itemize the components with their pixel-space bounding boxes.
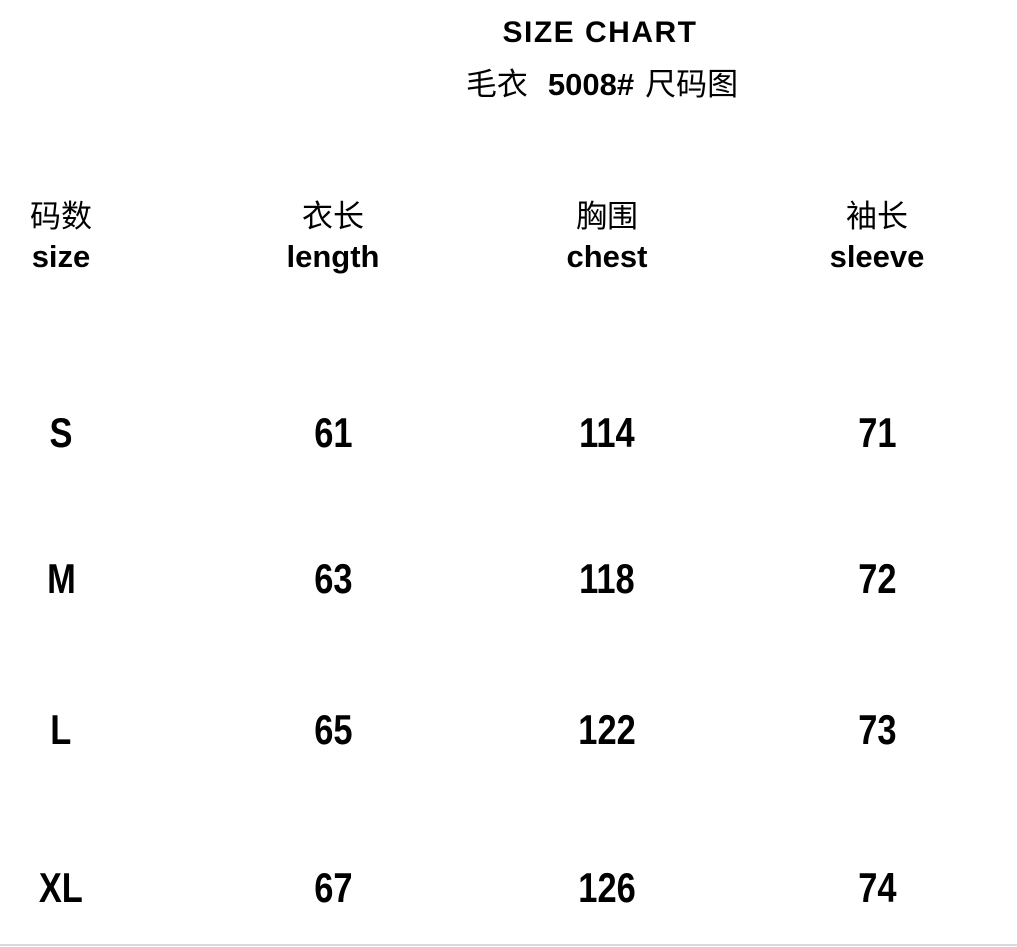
cell-length: 67 — [223, 867, 443, 909]
cell-chest-value: 114 — [579, 409, 635, 456]
page-title: SIZE CHART — [502, 16, 698, 49]
page-subtitle: 毛衣 5008# 尺码图 — [0, 59, 1017, 104]
column-header-size-en: size — [31, 239, 91, 274]
cell-length-value: 65 — [313, 706, 353, 753]
cell-size: S — [0, 412, 171, 454]
column-header-sleeve-cn: 袖长 — [846, 199, 908, 234]
column-header-length-en: length — [286, 239, 380, 274]
cell-sleeve-value: 72 — [857, 555, 897, 602]
column-header-length-cn: 衣长 — [302, 199, 364, 234]
cell-sleeve-value: 71 — [857, 409, 897, 456]
column-header-size-cn: 码数 — [30, 199, 92, 234]
cell-chest: 114 — [497, 412, 717, 454]
cell-length-value: 63 — [313, 555, 353, 602]
cell-chest: 122 — [497, 709, 717, 751]
cell-sleeve: 71 — [767, 412, 987, 454]
cell-size: XL — [0, 867, 171, 909]
cell-size: M — [0, 558, 171, 600]
cell-chest-value: 118 — [579, 555, 635, 602]
cell-size-value: M — [46, 555, 76, 602]
subtitle-size-chart-label: 尺码图 — [645, 67, 739, 102]
column-header-chest-cn: 胸围 — [576, 199, 638, 234]
cell-chest: 126 — [497, 867, 717, 909]
bottom-page-rule — [0, 944, 1017, 946]
cell-chest: 118 — [497, 558, 717, 600]
cell-size-value: XL — [38, 864, 83, 911]
cell-size: L — [0, 709, 171, 751]
cell-sleeve: 73 — [767, 709, 987, 751]
cell-sleeve-value: 73 — [857, 706, 897, 753]
cell-sleeve: 74 — [767, 867, 987, 909]
cell-chest-value: 122 — [578, 706, 636, 753]
cell-length-value: 61 — [313, 409, 353, 456]
cell-length-value: 67 — [313, 864, 353, 911]
table-row-l: L 65 122 73 — [0, 709, 1017, 751]
cell-chest-value: 126 — [578, 864, 636, 911]
table-row-m: M 63 118 72 — [0, 558, 1017, 600]
subtitle-model-number: 5008# — [547, 67, 635, 102]
table-row-s: S 61 114 71 — [0, 412, 1017, 454]
subtitle-product-name: 毛衣 — [465, 67, 528, 102]
cell-sleeve-value: 74 — [857, 864, 897, 911]
cell-length: 61 — [223, 412, 443, 454]
cell-size-value: L — [50, 706, 72, 753]
table-row-xl: XL 67 126 74 — [0, 867, 1017, 909]
column-header-chest-en: chest — [566, 239, 648, 274]
cell-length: 63 — [223, 558, 443, 600]
cell-size-value: S — [49, 409, 73, 456]
cell-sleeve: 72 — [767, 558, 987, 600]
column-header-sleeve-en: sleeve — [829, 239, 925, 274]
cell-length: 65 — [223, 709, 443, 751]
